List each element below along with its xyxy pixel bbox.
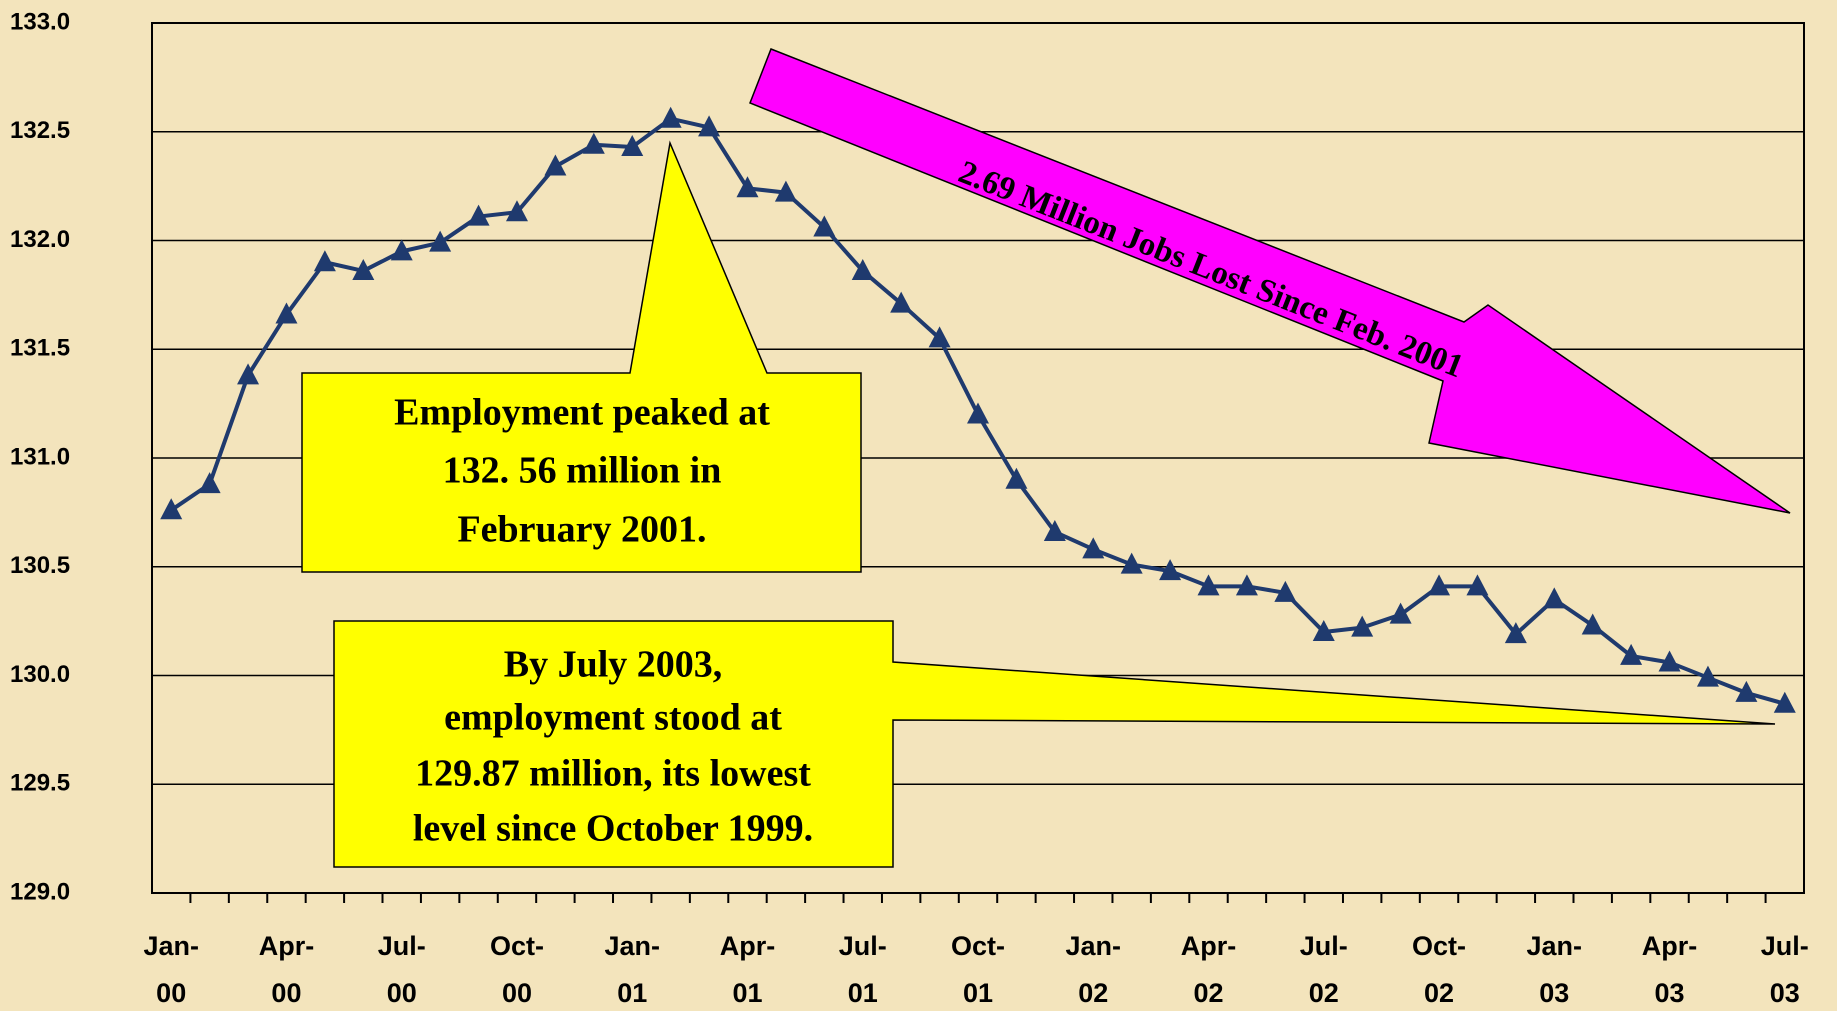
marker: [1773, 691, 1796, 713]
x-tick-label: Oct- 02: [1412, 931, 1467, 1008]
y-tick-label: 129.5: [10, 770, 70, 797]
marker: [544, 154, 567, 176]
x-tick-label: Jul- 02: [1299, 931, 1348, 1008]
marker: [390, 239, 413, 261]
marker: [928, 326, 951, 348]
marker: [1197, 574, 1220, 596]
marker: [1696, 665, 1719, 687]
marker: [1543, 587, 1566, 609]
marker: [1504, 622, 1527, 644]
marker: [1466, 574, 1489, 596]
y-tick-label: 132.5: [10, 117, 70, 144]
y-tick-label: 131.0: [10, 443, 70, 470]
marker: [1005, 467, 1028, 489]
marker: [1159, 559, 1182, 581]
marker: [313, 250, 336, 272]
x-tick-label: Jul- 00: [377, 931, 426, 1008]
x-tick-label: Apr- 03: [1641, 931, 1698, 1008]
marker: [1043, 519, 1066, 541]
marker: [1082, 537, 1105, 559]
annotation: level since October 1999.: [413, 808, 813, 850]
marker: [198, 472, 221, 494]
x-tick-label: Jul- 01: [838, 931, 887, 1008]
marker: [467, 204, 490, 226]
marker: [1620, 643, 1643, 665]
marker: [1235, 574, 1258, 596]
marker: [1581, 613, 1604, 635]
arrow: [749, 48, 1791, 514]
marker: [352, 258, 375, 280]
annotation: 132. 56 million in: [443, 450, 722, 492]
marker: [736, 176, 759, 198]
x-tick-label: Apr- 02: [1180, 931, 1237, 1008]
x-tick-label: Jan- 02: [1065, 931, 1122, 1008]
marker: [659, 106, 682, 128]
x-tick-label: Jul- 03: [1760, 931, 1809, 1008]
marker: [813, 215, 836, 237]
marker: [1351, 615, 1374, 637]
annotation: Employment peaked at: [394, 392, 770, 434]
y-tick-label: 131.5: [10, 335, 70, 362]
marker: [429, 230, 452, 252]
marker: [1658, 650, 1681, 672]
marker: [774, 180, 797, 202]
marker: [621, 134, 644, 156]
marker: [967, 402, 989, 424]
x-tick-label: Oct- 01: [951, 931, 1005, 1008]
marker: [237, 363, 260, 385]
marker: [1428, 574, 1451, 596]
x-tick-label: Jan- 01: [604, 931, 660, 1008]
y-tick-label: 130.5: [10, 552, 70, 579]
callout-box: [333, 620, 1776, 868]
x-tick-label: Oct- 00: [489, 931, 544, 1008]
annotation: employment stood at: [444, 697, 782, 739]
x-tick-label: Jan- 03: [1526, 931, 1583, 1008]
marker: [1735, 680, 1758, 702]
marker: [275, 302, 298, 324]
marker: [851, 258, 874, 280]
annotation: February 2001.: [457, 509, 706, 551]
marker: [1389, 602, 1412, 624]
marker: [582, 132, 605, 154]
marker: [698, 115, 721, 137]
callout-box: [301, 140, 862, 573]
annotation: 129.87 million, its lowest: [415, 753, 811, 795]
x-tick-label: Jan- 00: [143, 931, 199, 1008]
y-tick-label: 130.0: [10, 661, 70, 688]
x-tick-label: Apr- 00: [258, 931, 315, 1008]
marker: [160, 498, 183, 520]
marker: [1274, 580, 1297, 602]
y-tick-label: 129.0: [10, 878, 70, 905]
y-tick-label: 132.0: [10, 226, 70, 253]
annotation: By July 2003,: [504, 644, 723, 686]
marker: [1120, 552, 1143, 574]
marker: [505, 200, 528, 222]
y-tick-label: 133.0: [10, 8, 70, 35]
marker: [1312, 620, 1335, 641]
x-tick-label: Apr- 01: [719, 931, 776, 1008]
marker: [890, 291, 913, 313]
